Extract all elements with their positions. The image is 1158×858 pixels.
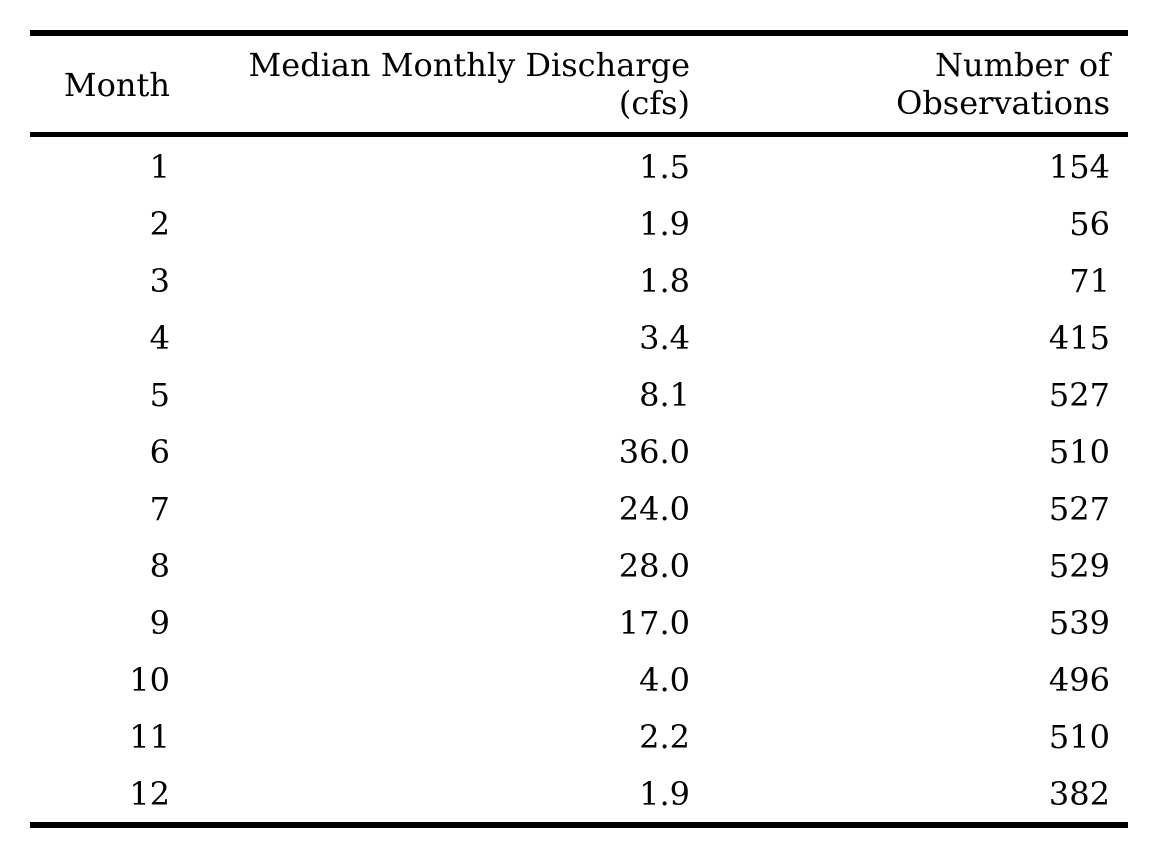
table-row: 8 28.0 529 xyxy=(0,547,1158,604)
cell-observations: 382 xyxy=(1048,775,1110,813)
cell-observations: 415 xyxy=(1048,319,1110,357)
cell-discharge: 1.8 xyxy=(639,262,690,300)
cell-observations: 510 xyxy=(1048,718,1110,756)
cell-discharge: 24.0 xyxy=(618,490,690,528)
cell-month: 6 xyxy=(149,433,170,471)
header-discharge-line1: Median Monthly Discharge xyxy=(248,46,690,84)
cell-discharge: 1.9 xyxy=(639,205,690,243)
cell-discharge: 8.1 xyxy=(639,376,690,414)
cell-observations: 496 xyxy=(1048,661,1110,699)
cell-observations: 529 xyxy=(1048,547,1110,585)
cell-observations: 71 xyxy=(1069,262,1110,300)
cell-discharge: 36.0 xyxy=(618,433,690,471)
cell-month: 2 xyxy=(149,205,170,243)
cell-discharge: 28.0 xyxy=(618,547,690,585)
table-row: 1 1.5 154 xyxy=(0,148,1158,205)
cell-discharge: 3.4 xyxy=(639,319,690,357)
table-header-rule xyxy=(30,132,1128,137)
table-row: 3 1.8 71 xyxy=(0,262,1158,319)
header-discharge-line2: (cfs) xyxy=(618,84,690,122)
cell-observations: 510 xyxy=(1048,433,1110,471)
cell-month: 12 xyxy=(129,775,170,813)
table-row: 7 24.0 527 xyxy=(0,490,1158,547)
cell-month: 11 xyxy=(129,718,170,756)
table-top-rule xyxy=(30,30,1128,36)
cell-month: 8 xyxy=(149,547,170,585)
table-row: 4 3.4 415 xyxy=(0,319,1158,376)
header-month: Month xyxy=(63,66,170,104)
cell-month: 5 xyxy=(149,376,170,414)
cell-discharge: 4.0 xyxy=(639,661,690,699)
cell-observations: 539 xyxy=(1048,604,1110,642)
header-obs-line1: Number of xyxy=(935,46,1110,84)
header-median-discharge: Median Monthly Discharge (cfs) xyxy=(248,46,690,122)
table-row: 12 1.9 382 xyxy=(0,775,1158,832)
table-row: 2 1.9 56 xyxy=(0,205,1158,262)
cell-discharge: 2.2 xyxy=(639,718,690,756)
table-row: 6 36.0 510 xyxy=(0,433,1158,490)
cell-discharge: 1.5 xyxy=(639,148,690,186)
cell-observations: 154 xyxy=(1048,148,1110,186)
table-row: 11 2.2 510 xyxy=(0,718,1158,775)
table-body: 1 1.5 154 2 1.9 56 3 1.8 71 4 3.4 415 5 … xyxy=(0,148,1158,818)
cell-month: 10 xyxy=(129,661,170,699)
header-obs-line2: Observations xyxy=(896,84,1110,122)
header-number-of-observations: Number of Observations xyxy=(896,46,1110,122)
cell-observations: 56 xyxy=(1069,205,1110,243)
cell-month: 4 xyxy=(149,319,170,357)
table-row: 5 8.1 527 xyxy=(0,376,1158,433)
cell-month: 1 xyxy=(149,148,170,186)
cell-observations: 527 xyxy=(1048,490,1110,528)
cell-observations: 527 xyxy=(1048,376,1110,414)
cell-discharge: 17.0 xyxy=(618,604,690,642)
cell-month: 9 xyxy=(149,604,170,642)
table-row: 9 17.0 539 xyxy=(0,604,1158,661)
cell-discharge: 1.9 xyxy=(639,775,690,813)
cell-month: 3 xyxy=(149,262,170,300)
table-row: 10 4.0 496 xyxy=(0,661,1158,718)
table-bottom-rule xyxy=(30,822,1128,828)
cell-month: 7 xyxy=(149,490,170,528)
